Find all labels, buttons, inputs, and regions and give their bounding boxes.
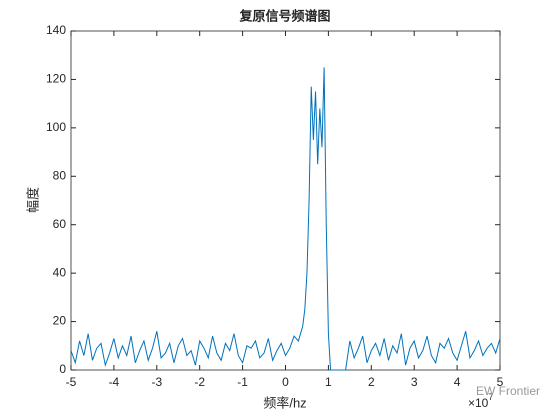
exponent-base: ×10 — [468, 396, 489, 410]
x-tick-label: 5 — [497, 375, 504, 389]
data-line — [70, 67, 501, 371]
x-tick-label: -3 — [151, 375, 162, 389]
x-tick-label: 4 — [454, 375, 461, 389]
y-tick-label: 20 — [53, 314, 67, 328]
y-axis-label: 幅度 — [25, 187, 40, 213]
x-tick-label: -1 — [237, 375, 248, 389]
y-tick-label: 0 — [59, 362, 66, 376]
plot-area — [70, 30, 501, 371]
x-tick-label: 3 — [411, 375, 418, 389]
y-tick-label: 60 — [53, 217, 67, 231]
y-tick-label: 40 — [53, 265, 67, 279]
chart-title: 复原信号频谱图 — [238, 8, 330, 23]
x-tick-label: -5 — [66, 375, 77, 389]
x-tick-label: 1 — [325, 375, 332, 389]
y-tick-label: 120 — [46, 72, 66, 86]
exponent-power: 7 — [488, 392, 493, 402]
x-axis-label: 频率/hz — [263, 395, 306, 410]
x-tick-label: -4 — [109, 375, 120, 389]
y-tick-label: 140 — [46, 23, 66, 37]
x-tick-label: 0 — [282, 375, 289, 389]
exponent-label: ×107 — [468, 392, 493, 410]
x-tick-label: 2 — [368, 375, 375, 389]
y-tick-label: 100 — [46, 120, 66, 134]
watermark: EW Frontier — [476, 384, 540, 398]
x-tick-label: -2 — [194, 375, 205, 389]
y-tick-label: 80 — [53, 168, 67, 182]
